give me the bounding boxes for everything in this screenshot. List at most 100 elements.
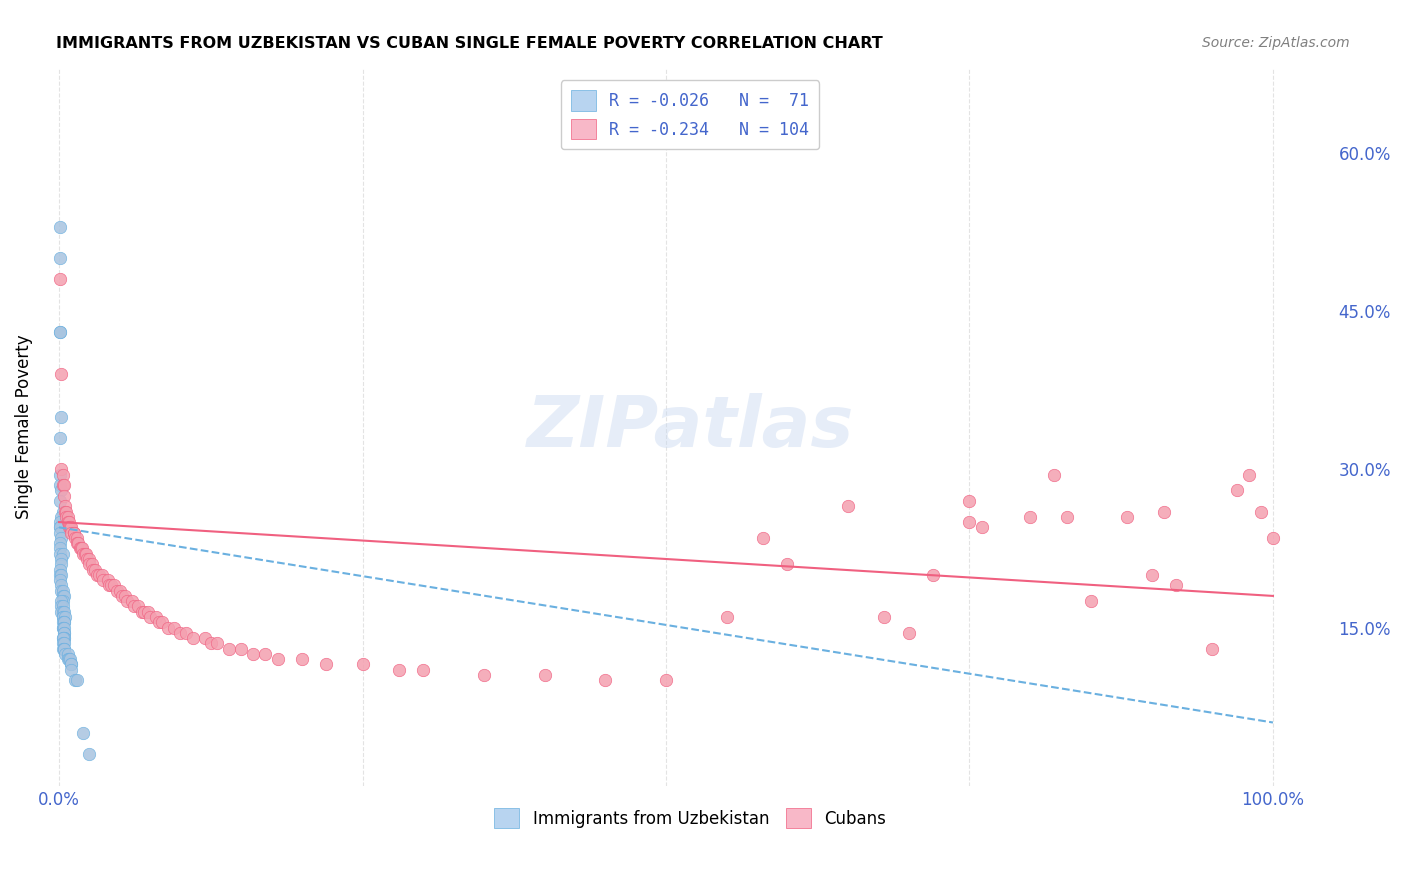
Point [1225,483,1247,498]
Point [56,515,79,529]
Point [58,515,80,529]
Point [51,558,73,572]
Point [127,599,149,614]
Point [145,610,167,624]
Point [1250,504,1272,518]
Point [655,673,678,688]
Point [49,515,72,529]
Point [72,547,94,561]
Point [176,625,198,640]
Point [131,605,153,619]
Point [52,478,75,492]
Point [52,636,75,650]
Point [49,431,72,445]
Point [67,536,90,550]
Point [52,547,75,561]
Point [51,509,73,524]
Point [66,531,89,545]
Point [352,657,374,672]
Point [716,610,738,624]
Point [70,541,93,556]
Point [52,583,75,598]
Point [52,615,75,630]
Point [55,509,77,524]
Point [51,531,73,545]
Point [91,573,114,587]
Point [1201,641,1223,656]
Point [1080,594,1102,608]
Point [49,567,72,582]
Point [52,467,75,482]
Point [959,515,981,529]
Point [115,594,138,608]
Point [49,563,72,577]
Point [100,578,122,592]
Point [53,610,76,624]
Text: ZIPatlas: ZIPatlas [527,392,853,462]
Point [52,589,75,603]
Point [72,726,94,740]
Point [60,657,83,672]
Point [291,652,314,666]
Point [75,547,97,561]
Point [51,567,73,582]
Legend: Immigrants from Uzbekistan, Cubans: Immigrants from Uzbekistan, Cubans [488,801,893,835]
Point [63,531,86,545]
Point [66,673,89,688]
Point [266,652,288,666]
Point [49,547,72,561]
Point [52,631,75,645]
Point [51,483,73,498]
Point [111,589,134,603]
Point [51,368,73,382]
Point [86,567,108,582]
Point [53,647,76,661]
Y-axis label: Single Female Poverty: Single Female Poverty [15,334,32,519]
Point [103,578,125,592]
Point [52,636,75,650]
Point [1237,467,1260,482]
Point [69,541,91,556]
Point [205,636,228,650]
Point [56,509,79,524]
Point [52,615,75,630]
Point [52,631,75,645]
Point [1019,509,1042,524]
Point [959,494,981,508]
Point [60,657,83,672]
Point [52,478,75,492]
Point [52,641,75,656]
Point [51,594,73,608]
Point [80,558,103,572]
Point [472,668,495,682]
Point [55,504,77,518]
Point [49,219,72,234]
Point [58,520,80,534]
Point [315,657,337,672]
Point [1140,567,1163,582]
Point [79,552,101,566]
Text: Source: ZipAtlas.com: Source: ZipAtlas.com [1202,36,1350,50]
Point [1043,467,1066,482]
Point [169,625,191,640]
Point [52,489,75,503]
Point [1116,509,1139,524]
Point [873,610,896,624]
Point [105,583,128,598]
Point [108,583,131,598]
Point [49,494,72,508]
Point [52,631,75,645]
Point [595,673,617,688]
Text: IMMIGRANTS FROM UZBEKISTAN VS CUBAN SINGLE FEMALE POVERTY CORRELATION CHART: IMMIGRANTS FROM UZBEKISTAN VS CUBAN SING… [56,36,883,51]
Point [49,252,72,266]
Point [49,536,72,550]
Point [200,636,222,650]
Point [49,272,72,286]
Point [139,610,162,624]
Point [124,599,146,614]
Point [52,605,75,619]
Point [49,325,72,339]
Point [533,668,555,682]
Point [51,409,73,424]
Point [52,610,75,624]
